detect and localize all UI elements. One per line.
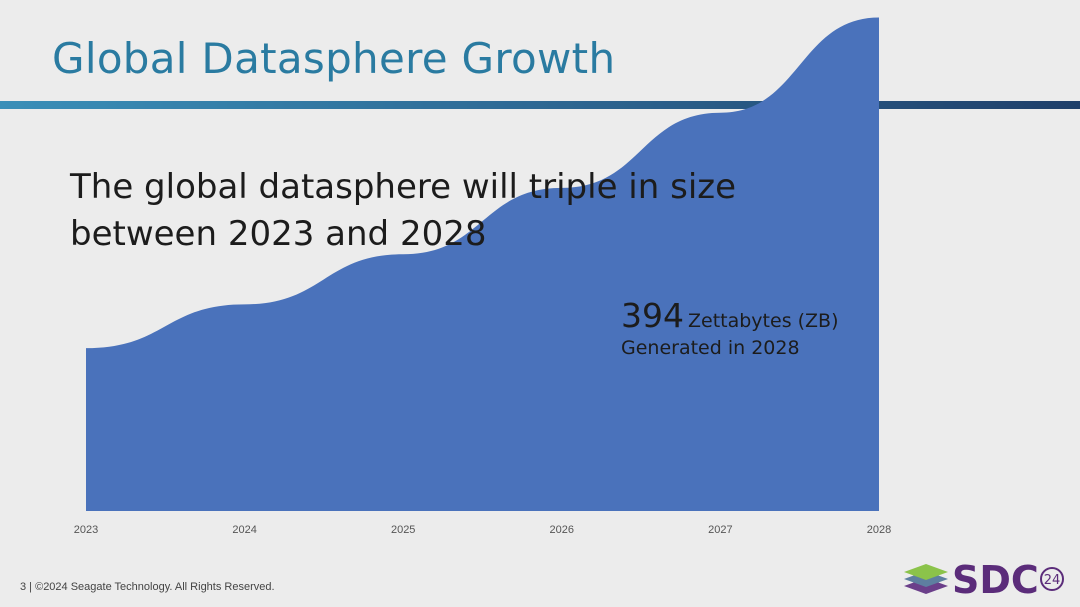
footer-copyright: 3 | ©2024 Seagate Technology. All Rights… [20,581,275,593]
logo-badge-ring [1040,567,1064,591]
x-tick-label: 2026 [550,524,574,536]
logo-text: SDC [952,558,1039,598]
slide-title: Global Datasphere Growth [52,34,616,83]
x-tick-label: 2025 [391,524,415,536]
layers-icon [904,564,948,594]
x-tick-label: 2024 [232,524,256,536]
datasphere-area [86,17,879,511]
logo-badge: 24 [1044,573,1061,588]
callout-unit: Zettabytes (ZB) [688,310,839,332]
headline-line-2: between 2023 and 2028 [70,214,487,254]
callout-number: 394 [621,296,684,335]
title-divider [0,101,1080,109]
x-tick-label: 2023 [74,524,98,536]
callout-subtext: Generated in 2028 [621,337,800,359]
headline-line-1: The global datasphere will triple in siz… [70,167,737,207]
callout: 394 Zettabytes (ZB) Generated in 2028 [621,296,911,359]
headline: The global datasphere will triple in siz… [70,164,750,258]
x-tick-label: 2027 [708,524,732,536]
x-tick-label: 2028 [867,524,891,536]
sdc-logo: SDC 24 [904,558,1064,598]
